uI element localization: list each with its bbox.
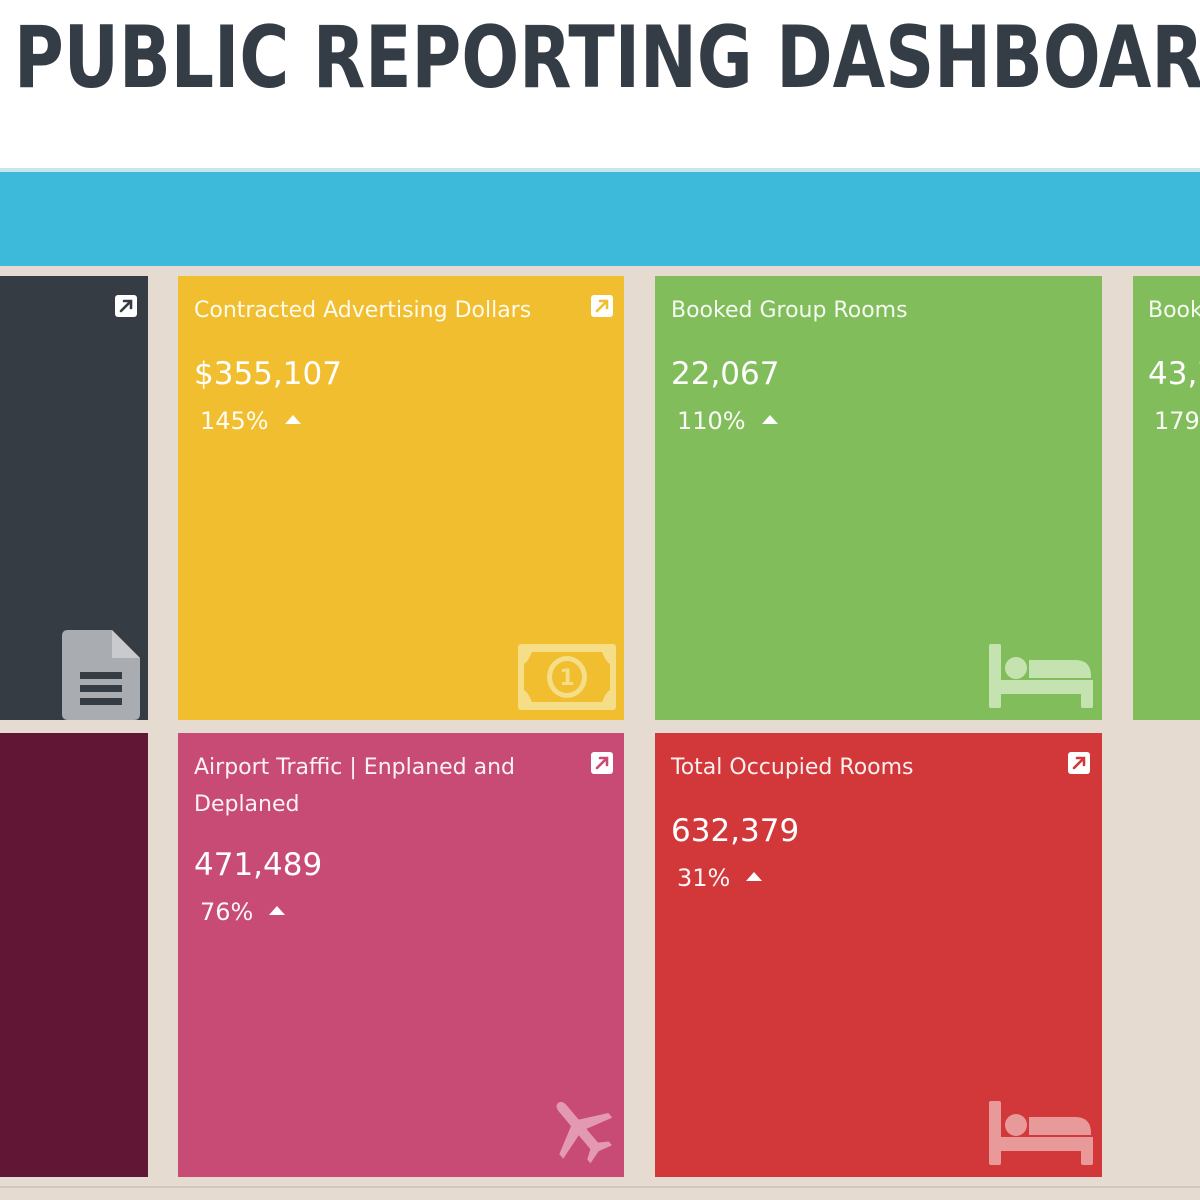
document-icon	[62, 630, 140, 720]
trend-up-icon	[284, 414, 301, 424]
money-icon: 1	[518, 644, 616, 710]
airplane-icon	[556, 1101, 613, 1164]
change-percent: 110%	[677, 407, 746, 435]
svg-text:1: 1	[559, 666, 574, 691]
tile-value: 43,7	[1148, 356, 1200, 392]
change-percent: 145%	[200, 407, 269, 435]
expand-icon[interactable]	[591, 752, 613, 774]
trend-up-icon	[269, 905, 286, 915]
trend-up-icon	[746, 871, 763, 881]
tile-change: 76%	[200, 897, 286, 927]
header-divider	[0, 168, 1200, 172]
tile-title: Booked Group Rooms	[671, 298, 908, 323]
tile-change: 145%	[200, 406, 301, 436]
tile-partial-dark[interactable]	[0, 276, 148, 720]
tile-change: 110%	[677, 406, 778, 436]
expand-icon[interactable]	[1068, 752, 1090, 774]
expand-icon[interactable]	[591, 295, 613, 317]
tile-partial-green[interactable]: Book 43,7 179	[1133, 276, 1200, 720]
tile-title: Contracted Advertising Dollars	[194, 298, 532, 323]
top-banner	[0, 172, 1200, 266]
bottom-divider	[0, 1186, 1200, 1188]
change-percent: 179	[1154, 407, 1200, 435]
tile-value: $355,107	[194, 356, 342, 392]
tile-booked-group-rooms[interactable]: Booked Group Rooms 22,067 110%	[655, 276, 1102, 720]
tile-title: Total Occupied Rooms	[671, 755, 914, 780]
page-title: PUBLIC REPORTING DASHBOARD	[14, 8, 1200, 108]
tile-value: 471,489	[194, 847, 323, 883]
tile-title: Book	[1148, 298, 1200, 323]
tile-value: 632,379	[671, 813, 800, 849]
tile-title: Airport Traffic | Enplaned and Deplaned	[194, 755, 516, 817]
change-percent: 76%	[200, 898, 254, 926]
tile-airport-traffic[interactable]: Airport Traffic | Enplaned and Deplaned …	[178, 733, 624, 1177]
tile-canvas: Contracted Advertising Dollars $355,107 …	[0, 266, 1200, 1200]
tile-change: 31%	[677, 863, 763, 893]
expand-icon[interactable]	[115, 295, 137, 317]
tile-total-occupied-rooms[interactable]: Total Occupied Rooms 632,379 31%	[655, 733, 1102, 1177]
bed-icon	[989, 1101, 1093, 1165]
trend-up-icon	[761, 414, 778, 424]
tile-change: 179	[1154, 406, 1200, 436]
tile-contracted-advertising-dollars[interactable]: Contracted Advertising Dollars $355,107 …	[178, 276, 624, 720]
tile-partial-maroon[interactable]	[0, 733, 148, 1177]
tile-value: 22,067	[671, 356, 780, 392]
change-percent: 31%	[677, 864, 731, 892]
bed-icon	[989, 644, 1093, 708]
